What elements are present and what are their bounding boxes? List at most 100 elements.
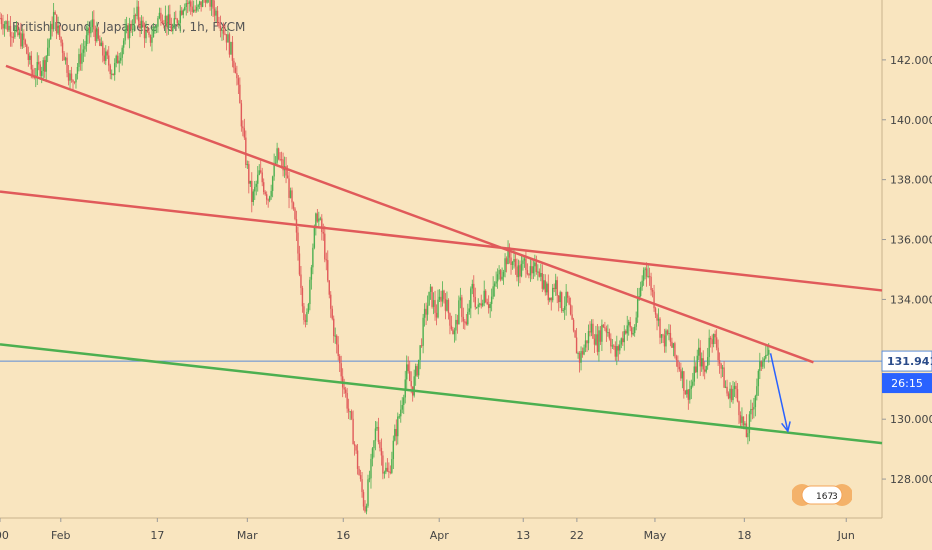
candle-body <box>429 286 432 292</box>
candle-body <box>556 280 558 296</box>
candle-body <box>590 323 593 333</box>
candle-body <box>748 414 751 434</box>
trendline-2[interactable] <box>0 190 883 292</box>
price-tick-label: 128.000 <box>890 473 932 486</box>
candle-body <box>696 355 698 373</box>
candle-body <box>449 313 451 326</box>
candle-body <box>574 330 576 338</box>
candle-body <box>434 300 436 313</box>
candle-body <box>604 327 606 329</box>
candle-body <box>139 21 141 29</box>
candle-body <box>693 366 695 382</box>
candle-body <box>392 440 395 460</box>
candle-body <box>702 358 704 370</box>
trendline-1[interactable] <box>5 64 814 364</box>
candle-body <box>754 395 757 408</box>
candle-body <box>185 3 187 7</box>
candle-body <box>6 21 9 31</box>
candle-body <box>233 60 235 68</box>
candle-body <box>709 337 712 340</box>
candle-body <box>200 1 202 7</box>
candle-body <box>389 471 392 473</box>
candle-body <box>698 347 700 356</box>
candle-body <box>456 319 459 325</box>
candle-body <box>645 268 648 277</box>
price-tick-label: 140.000 <box>890 114 932 127</box>
candle-body <box>447 299 450 314</box>
candle-body <box>508 247 511 258</box>
candle-body <box>492 286 494 297</box>
candle-body <box>552 287 554 301</box>
candle-body <box>313 226 316 248</box>
candle-body <box>330 294 332 309</box>
candle-body <box>99 38 101 46</box>
candle-body <box>407 364 409 372</box>
candle-body <box>125 25 128 29</box>
candle-body <box>155 26 158 28</box>
candle-body <box>745 423 748 438</box>
trendline-3[interactable] <box>0 343 883 445</box>
candle-body <box>359 475 362 480</box>
candle-body <box>715 337 718 348</box>
candle-body <box>79 54 82 64</box>
candle-body <box>152 28 155 38</box>
candle-body <box>173 18 176 28</box>
candle-body <box>732 389 734 401</box>
candle-body <box>276 148 278 163</box>
candle-body <box>636 297 639 318</box>
candle-body <box>277 148 280 160</box>
candle-body <box>517 265 520 278</box>
candle-body <box>257 174 259 184</box>
candle-body <box>160 12 162 21</box>
candle-body <box>461 297 463 317</box>
indicator-badge[interactable]: 167 3 <box>792 482 852 508</box>
candle-body <box>215 10 217 16</box>
candle-body <box>557 295 560 303</box>
candle-body <box>410 380 412 387</box>
candle-body <box>757 370 760 387</box>
countdown-label: 26:15 <box>891 377 923 390</box>
candle-body <box>653 291 655 309</box>
candle-body <box>365 505 368 512</box>
candle-body <box>742 416 745 426</box>
candle-body <box>413 376 415 396</box>
candle-body <box>733 385 736 390</box>
candle-body <box>228 34 231 55</box>
countdown-label-box <box>882 373 932 394</box>
candle-body <box>565 291 567 307</box>
candle-body <box>680 369 682 379</box>
candle-body <box>718 360 721 364</box>
candle-body <box>224 33 226 35</box>
candle-body <box>352 418 354 445</box>
candle-body <box>398 416 400 418</box>
candle-body <box>9 25 12 37</box>
candle-body <box>620 338 622 345</box>
candle-body <box>81 52 83 64</box>
candle-body <box>420 345 423 347</box>
candle-body <box>422 317 424 346</box>
candle-body <box>376 426 378 429</box>
candle-body <box>49 23 52 40</box>
candle-body <box>760 361 763 367</box>
candle-body <box>538 271 541 277</box>
candle-body <box>386 467 389 472</box>
time-tick-label: Feb <box>51 529 70 542</box>
candle-body <box>307 304 310 313</box>
candle-body <box>437 299 439 318</box>
candle-body <box>336 335 338 345</box>
candle-body <box>149 34 152 43</box>
candle-body <box>362 492 365 507</box>
candle-body <box>353 444 356 446</box>
candle-body <box>373 440 375 449</box>
candle-body <box>498 270 500 275</box>
candle-body <box>265 194 268 200</box>
candle-body <box>507 247 509 265</box>
candle-body <box>324 233 326 260</box>
candle-body <box>134 14 137 17</box>
candle-body <box>547 283 549 301</box>
candle-body <box>587 331 590 344</box>
forecast-arrow-shaft[interactable] <box>769 353 789 432</box>
candle-body <box>626 325 628 334</box>
candle-body <box>404 379 406 398</box>
